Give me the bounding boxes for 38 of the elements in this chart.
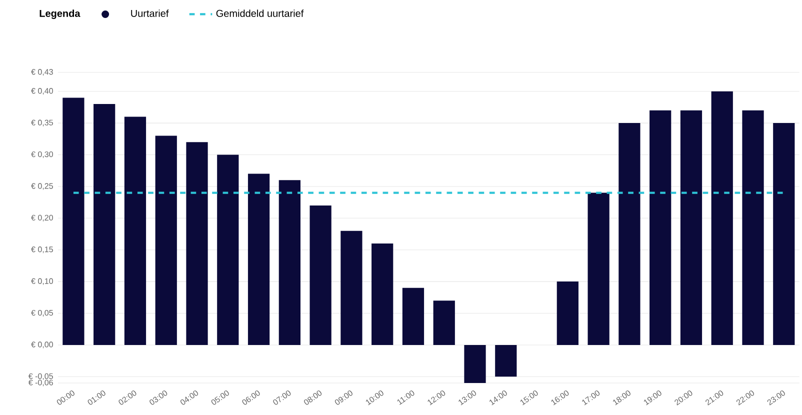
- legend-label: Gemiddeld uurtarief: [216, 10, 304, 17]
- bar: [680, 110, 702, 345]
- y-tick-label: € 0,10: [31, 278, 53, 285]
- y-tick-label: € 0,15: [31, 246, 53, 254]
- bar: [372, 244, 394, 345]
- y-tick-label: € 0,43: [31, 69, 53, 76]
- bar: [464, 344, 486, 383]
- legend-title: Legenda: [40, 10, 80, 19]
- bar: [94, 104, 116, 345]
- y-tick-label: € 0,05: [31, 310, 53, 317]
- bar: [618, 123, 640, 345]
- y-tick-label: € 0,35: [31, 120, 53, 126]
- y-tick-label: € 0,40: [31, 88, 53, 95]
- bar: [124, 116, 146, 345]
- y-tick-label: € 0,30: [31, 151, 53, 158]
- bar: [742, 110, 764, 345]
- y-tick-label: € 0,25: [31, 183, 53, 190]
- bar: [155, 136, 177, 345]
- y-tick-label: € -0,06: [28, 380, 53, 386]
- bar: [711, 91, 733, 345]
- bar: [556, 282, 578, 345]
- bar: [310, 205, 332, 345]
- bar: [217, 154, 239, 345]
- bar: [186, 142, 208, 345]
- bar: [650, 110, 672, 345]
- bar: [588, 192, 610, 345]
- legend-label: Uurtarief: [131, 10, 169, 17]
- y-tick-label: € 0,00: [31, 342, 53, 348]
- y-tick-label: € -0,05: [28, 373, 53, 380]
- bar: [773, 123, 795, 345]
- bar: [433, 300, 455, 345]
- bar: [248, 174, 270, 345]
- bar: [62, 98, 84, 345]
- bar: [278, 180, 300, 345]
- bar: [402, 288, 424, 345]
- y-tick-label: € 0,20: [31, 214, 53, 222]
- bar: [340, 230, 362, 345]
- bar: [495, 344, 517, 377]
